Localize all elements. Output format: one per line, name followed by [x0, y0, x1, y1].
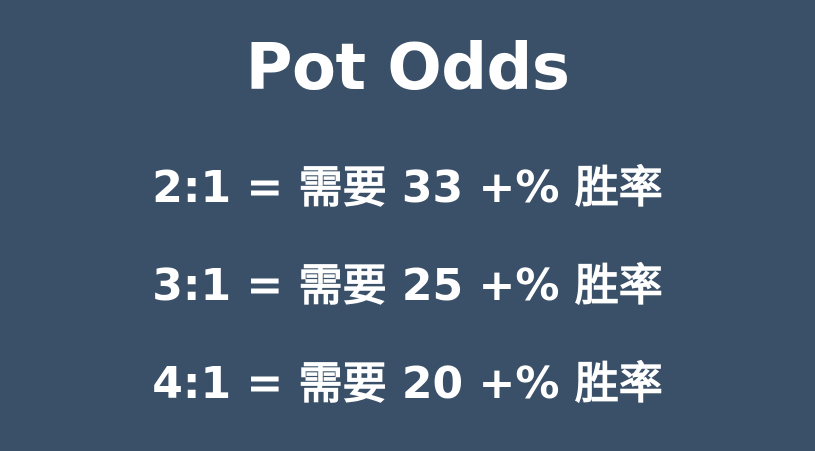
- odds-row: 4:1 = 需要 20 +% 胜率: [0, 356, 815, 412]
- equals-sign: =: [246, 162, 284, 213]
- required-percent: 33: [401, 162, 464, 213]
- win-rate-label: 胜率: [574, 260, 663, 311]
- odds-ratio: 3:1: [152, 260, 232, 311]
- odds-ratio: 2:1: [152, 162, 232, 213]
- equals-sign: =: [246, 260, 284, 311]
- slide-title: Pot Odds: [245, 31, 570, 105]
- required-percent: 20: [401, 358, 464, 409]
- odds-row: 2:1 = 需要 33 +% 胜率: [0, 160, 815, 216]
- odds-ratio: 4:1: [152, 358, 232, 409]
- required-percent: 25: [401, 260, 464, 311]
- win-rate-label: 胜率: [574, 358, 663, 409]
- need-label: 需要: [298, 162, 387, 213]
- need-label: 需要: [298, 260, 387, 311]
- equals-sign: =: [246, 358, 284, 409]
- odds-row: 3:1 = 需要 25 +% 胜率: [0, 258, 815, 314]
- percent-suffix: +%: [478, 260, 560, 311]
- win-rate-label: 胜率: [574, 162, 663, 213]
- percent-suffix: +%: [478, 162, 560, 213]
- percent-suffix: +%: [478, 358, 560, 409]
- need-label: 需要: [298, 358, 387, 409]
